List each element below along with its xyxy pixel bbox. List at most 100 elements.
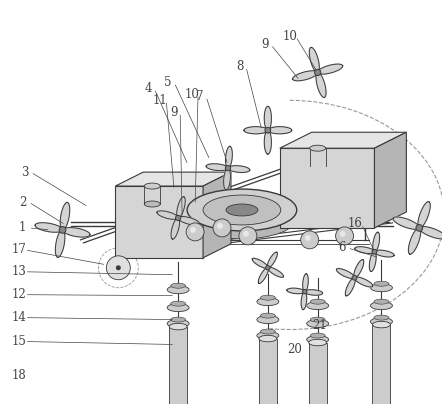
Ellipse shape bbox=[307, 335, 329, 343]
Circle shape bbox=[116, 265, 121, 270]
Polygon shape bbox=[178, 217, 199, 225]
Circle shape bbox=[303, 290, 307, 294]
Circle shape bbox=[372, 249, 377, 254]
Polygon shape bbox=[419, 226, 443, 239]
Polygon shape bbox=[293, 71, 318, 81]
Polygon shape bbox=[280, 132, 406, 148]
Ellipse shape bbox=[370, 284, 392, 292]
Ellipse shape bbox=[260, 329, 275, 334]
Polygon shape bbox=[268, 127, 292, 134]
Text: 21: 21 bbox=[312, 319, 327, 332]
Text: 6: 6 bbox=[338, 241, 346, 254]
Polygon shape bbox=[55, 230, 65, 258]
Polygon shape bbox=[309, 343, 326, 405]
Circle shape bbox=[243, 231, 249, 237]
Ellipse shape bbox=[373, 321, 390, 328]
Text: 18: 18 bbox=[12, 369, 26, 382]
Polygon shape bbox=[309, 47, 319, 72]
Polygon shape bbox=[157, 211, 178, 220]
Text: 10: 10 bbox=[282, 30, 297, 43]
Polygon shape bbox=[115, 172, 231, 186]
Circle shape bbox=[352, 275, 357, 280]
Polygon shape bbox=[268, 267, 284, 277]
Polygon shape bbox=[267, 252, 277, 268]
Polygon shape bbox=[393, 217, 420, 229]
Ellipse shape bbox=[167, 286, 189, 294]
Polygon shape bbox=[259, 339, 277, 405]
Circle shape bbox=[217, 223, 223, 229]
Circle shape bbox=[106, 256, 130, 280]
Circle shape bbox=[186, 223, 204, 241]
Polygon shape bbox=[171, 218, 179, 239]
Ellipse shape bbox=[187, 189, 297, 231]
Circle shape bbox=[59, 226, 66, 233]
Polygon shape bbox=[115, 186, 203, 258]
Circle shape bbox=[225, 166, 231, 171]
Ellipse shape bbox=[374, 315, 389, 320]
Ellipse shape bbox=[260, 313, 275, 318]
Text: 20: 20 bbox=[288, 343, 302, 356]
Polygon shape bbox=[305, 290, 323, 295]
Circle shape bbox=[213, 219, 231, 237]
Circle shape bbox=[266, 266, 270, 270]
Polygon shape bbox=[206, 164, 228, 171]
Text: 2: 2 bbox=[19, 196, 27, 209]
Polygon shape bbox=[418, 202, 430, 228]
Polygon shape bbox=[287, 288, 305, 294]
Ellipse shape bbox=[310, 299, 325, 304]
Text: 12: 12 bbox=[12, 288, 26, 301]
Text: 8: 8 bbox=[236, 60, 244, 73]
Ellipse shape bbox=[309, 339, 326, 346]
Polygon shape bbox=[408, 228, 421, 254]
Circle shape bbox=[190, 227, 196, 233]
Text: 15: 15 bbox=[11, 335, 26, 348]
Polygon shape bbox=[264, 130, 272, 154]
Circle shape bbox=[175, 215, 181, 221]
Polygon shape bbox=[318, 64, 343, 74]
Ellipse shape bbox=[310, 333, 325, 338]
Text: 5: 5 bbox=[164, 76, 172, 89]
Polygon shape bbox=[346, 278, 355, 296]
Text: 10: 10 bbox=[185, 88, 199, 101]
Text: 3: 3 bbox=[21, 166, 28, 179]
Circle shape bbox=[305, 235, 311, 241]
Ellipse shape bbox=[310, 317, 325, 322]
Ellipse shape bbox=[226, 204, 258, 216]
Circle shape bbox=[265, 128, 271, 133]
Text: 11: 11 bbox=[153, 94, 167, 107]
Ellipse shape bbox=[257, 332, 279, 339]
Ellipse shape bbox=[167, 320, 189, 328]
Polygon shape bbox=[354, 277, 373, 287]
Text: 9: 9 bbox=[171, 106, 178, 119]
Polygon shape bbox=[62, 228, 90, 237]
Ellipse shape bbox=[171, 283, 186, 288]
Text: 4: 4 bbox=[144, 82, 152, 95]
Ellipse shape bbox=[187, 197, 297, 239]
Circle shape bbox=[315, 69, 321, 76]
Ellipse shape bbox=[167, 304, 189, 311]
Circle shape bbox=[340, 231, 346, 237]
Ellipse shape bbox=[374, 281, 389, 286]
Ellipse shape bbox=[171, 317, 186, 322]
Circle shape bbox=[416, 224, 423, 231]
Polygon shape bbox=[244, 127, 268, 134]
Ellipse shape bbox=[370, 318, 392, 326]
Ellipse shape bbox=[144, 183, 160, 189]
Polygon shape bbox=[177, 197, 185, 218]
Polygon shape bbox=[203, 172, 231, 258]
Ellipse shape bbox=[144, 201, 160, 207]
Polygon shape bbox=[374, 250, 394, 257]
Circle shape bbox=[301, 231, 319, 249]
Ellipse shape bbox=[203, 195, 281, 225]
Text: 9: 9 bbox=[261, 38, 268, 51]
Polygon shape bbox=[252, 258, 268, 269]
Polygon shape bbox=[369, 252, 376, 271]
Text: 13: 13 bbox=[11, 265, 26, 278]
Polygon shape bbox=[355, 247, 374, 254]
Ellipse shape bbox=[260, 295, 275, 300]
Polygon shape bbox=[35, 223, 62, 232]
Ellipse shape bbox=[310, 145, 326, 151]
Polygon shape bbox=[373, 232, 380, 252]
Polygon shape bbox=[224, 168, 230, 190]
Polygon shape bbox=[258, 268, 268, 284]
